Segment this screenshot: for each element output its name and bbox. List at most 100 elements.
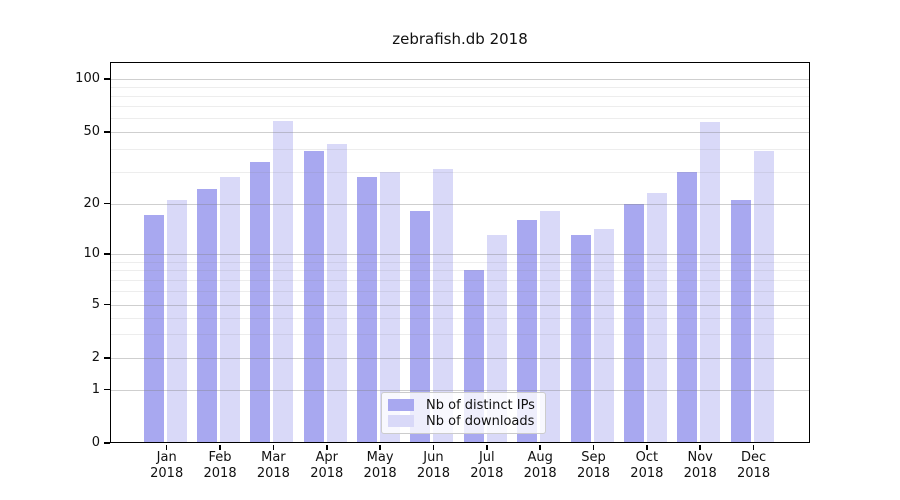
x-tick-month-nov: Nov [687,450,713,465]
y-tick-label-10: 10 [83,246,100,261]
x-tick-mark-sep [592,444,595,450]
x-tick-month-jun: Jun [423,450,444,465]
x-tick-label-aug: Aug 2018 [508,450,572,482]
x-tick-label-nov: Nov 2018 [668,450,732,482]
gridline-minor-8 [110,270,810,272]
gridline-minor-6 [110,291,810,293]
x-tick-year-feb: 2018 [203,466,237,481]
y-tick-label-0: 0 [91,435,100,450]
y-tick-mark-2 [104,357,110,359]
x-tick-month-may: May [366,450,394,465]
bar-nb-of-downloads-nov [700,121,721,443]
x-tick-mark-jun [432,444,435,450]
gridline-major-5 [110,304,810,306]
y-tick-label-20: 20 [83,195,100,211]
bar-nb-of-downloads-oct [646,192,667,443]
y-tick-mark-50 [104,131,110,133]
x-tick-mark-aug [539,444,541,450]
y-tick-mark-5 [104,303,110,306]
bar-nb-of-downloads-jan [166,199,187,443]
bar-nb-of-distinct-ips-aug [517,219,538,443]
bar-nb-of-distinct-ips-jun [410,211,431,443]
gridline-minor-3 [110,334,810,336]
x-tick-year-apr: 2018 [310,466,344,481]
x-tick-month-sep: Sep [581,450,606,465]
legend-label-downloads: Nb of downloads [426,413,535,429]
gridline-minor-90 [110,87,810,89]
x-tick-year-oct: 2018 [630,466,664,481]
x-tick-mark-apr [326,444,328,450]
legend-label-distinct-ips: Nb of distinct IPs [426,397,535,413]
x-tick-year-jul: 2018 [470,466,504,481]
y-tick-label-100: 100 [75,71,100,86]
bar-nb-of-downloads-jul [486,234,507,443]
x-tick-month-mar: Mar [261,450,286,465]
x-tick-year-nov: 2018 [683,466,717,481]
x-tick-year-dec: 2018 [737,466,771,481]
gridline-minor-80 [110,96,810,98]
legend-swatch-distinct-ips [388,399,414,411]
x-tick-year-jan: 2018 [150,466,184,481]
bar-nb-of-downloads-may [380,171,401,443]
x-tick-month-feb: Feb [208,450,232,465]
gridline-major-10 [110,254,810,255]
gridline-major-1 [110,389,810,391]
x-tick-label-mar: Mar 2018 [241,450,305,482]
gridline-major-2 [110,358,810,359]
bar-nb-of-downloads-dec [753,151,774,443]
x-tick-mark-oct [646,444,648,450]
x-tick-year-jun: 2018 [416,466,450,481]
x-tick-mark-may [379,444,381,450]
bar-nb-of-distinct-ips-mar [250,162,271,443]
gridline-minor-7 [110,279,810,281]
x-tick-month-jul: Jul [478,450,495,465]
gridline-major-50 [110,132,810,133]
y-tick-mark-20 [104,202,110,205]
x-tick-label-sep: Sep 2018 [562,450,626,482]
bar-nb-of-distinct-ips-jan [143,215,164,443]
bar-nb-of-distinct-ips-nov [677,171,698,443]
bar-nb-of-distinct-ips-feb [197,189,218,443]
x-tick-year-may: 2018 [363,466,397,481]
x-tick-label-jul: Jul 2018 [455,450,519,482]
gridline-minor-60 [110,118,810,120]
legend-row-downloads: Nb of downloads [388,413,537,429]
bar-nb-of-downloads-jun [433,169,454,443]
y-tick-label-1: 1 [91,381,100,397]
y-tick-mark-1 [104,388,110,391]
bar-nb-of-distinct-ips-sep [570,234,591,443]
x-tick-month-apr: Apr [315,450,339,465]
x-tick-label-may: May 2018 [348,450,412,482]
x-tick-year-mar: 2018 [256,466,290,481]
gridline-minor-4 [110,317,810,319]
legend-row-distinct-ips: Nb of distinct IPs [388,397,537,413]
x-tick-label-apr: Apr 2018 [295,450,359,482]
x-tick-label-jan: Jan 2018 [135,450,199,482]
gridline-minor-9 [110,261,810,263]
x-tick-mark-feb [219,444,221,450]
bar-nb-of-downloads-aug [540,211,561,443]
x-tick-year-aug: 2018 [523,466,557,481]
gridline-major-20 [110,203,810,205]
legend: Nb of distinct IPs Nb of downloads [381,392,546,434]
chart-title: zebrafish.db 2018 [392,30,528,48]
y-tick-mark-0 [104,442,110,444]
bar-nb-of-downloads-apr [326,143,347,443]
y-tick-mark-10 [104,253,110,255]
x-tick-month-aug: Aug [527,450,553,465]
bar-nb-of-downloads-feb [220,177,241,443]
gridline-minor-30 [110,171,810,173]
x-tick-mark-mar [272,444,275,450]
x-tick-month-jan: Jan [156,450,177,465]
plot-area: Nb of distinct IPs Nb of downloads [110,62,810,443]
bar-nb-of-downloads-sep [593,229,614,443]
bar-nb-of-distinct-ips-apr [303,151,324,443]
gridline-major-100 [110,79,810,80]
x-tick-label-jun: Jun 2018 [401,450,465,482]
gridline-minor-40 [110,149,810,151]
bar-nb-of-downloads-mar [273,120,294,443]
x-tick-mark-nov [699,444,701,450]
y-tick-label-5: 5 [91,296,100,312]
bar-nb-of-distinct-ips-may [357,177,378,443]
bar-nb-of-distinct-ips-oct [623,203,644,443]
